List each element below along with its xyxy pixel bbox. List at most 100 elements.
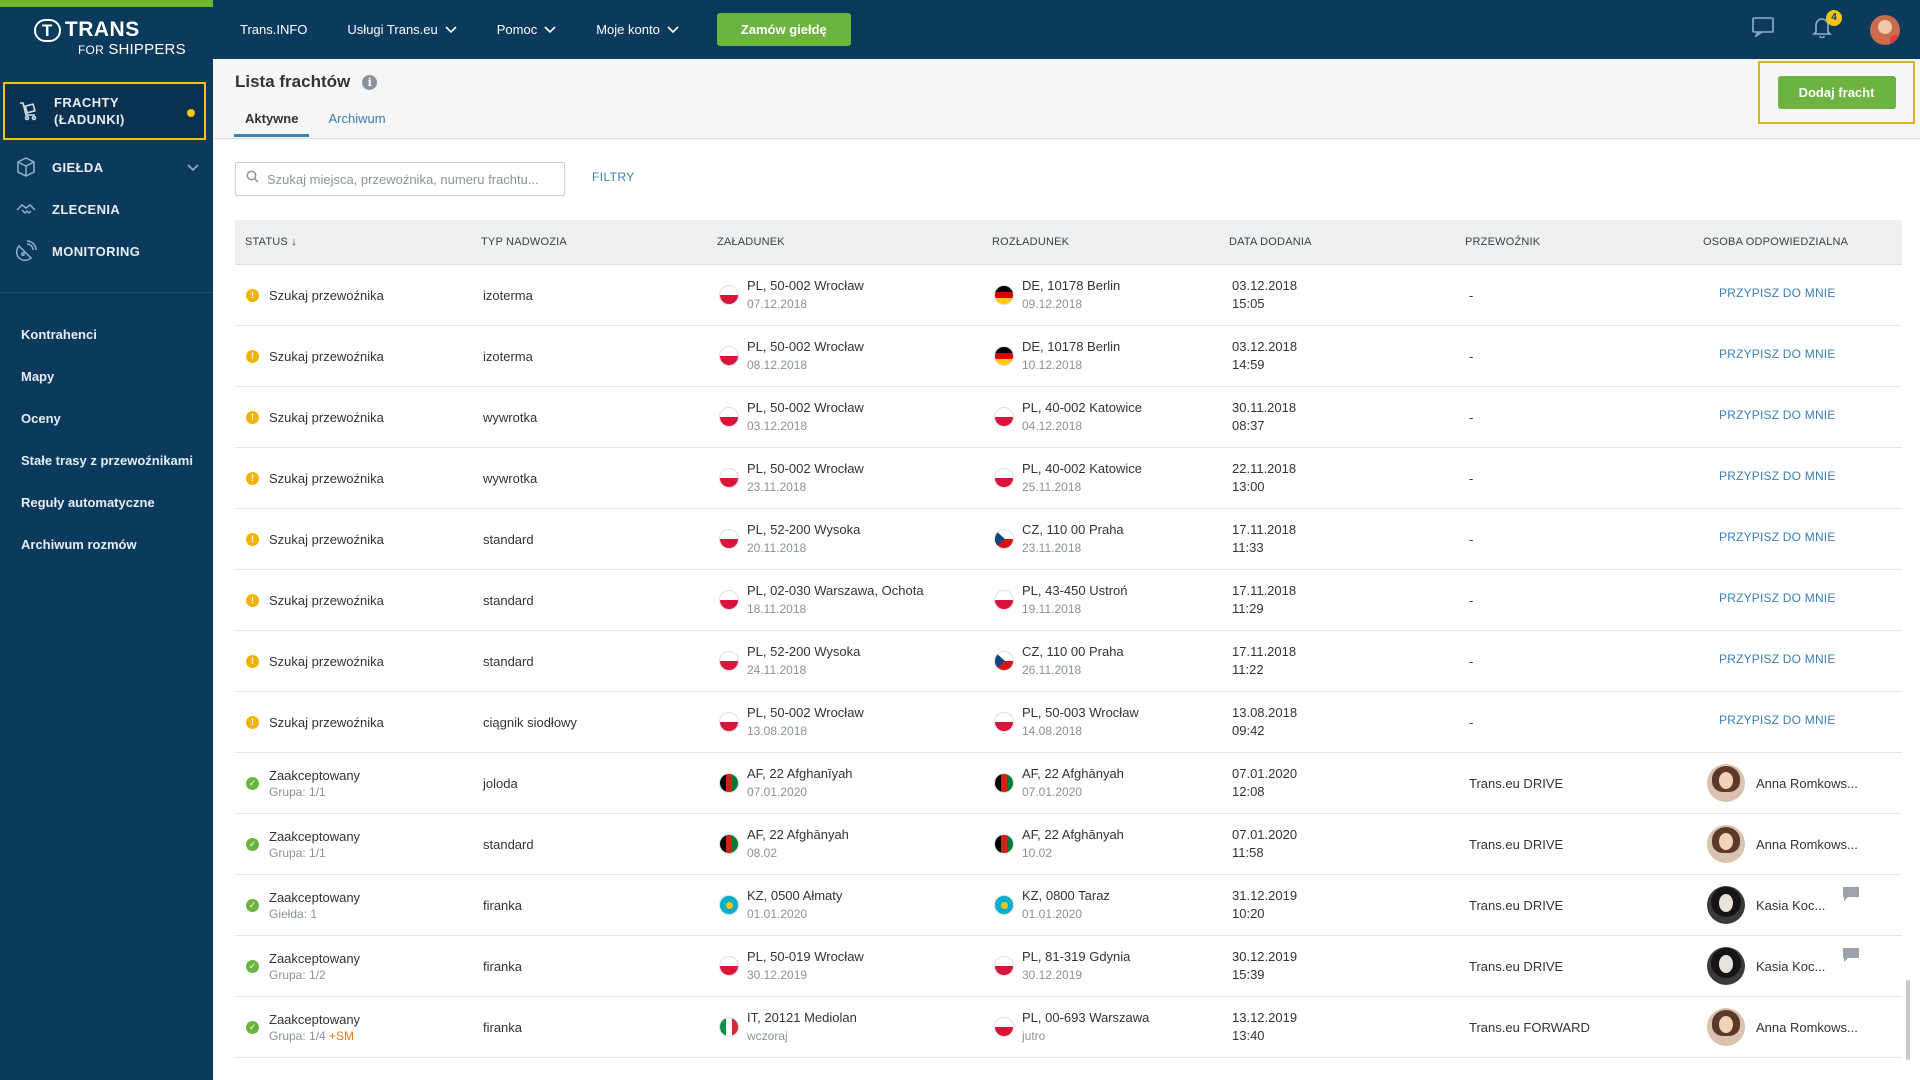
status-text: Szukaj przewoźnika [269,714,384,730]
brand-logo[interactable]: T TRANS FOR SHIPPERS [0,7,213,59]
search-input[interactable] [267,171,557,187]
loading-place: PL, 50-002 Wrocław [747,705,864,720]
assign-to-me-link[interactable]: PRZYPISZ DO MNIE [1719,713,1836,727]
warning-icon: ! [246,593,259,607]
col-status[interactable]: STATUS ↓ [245,236,297,248]
sidebar-item-label: MONITORING [52,243,141,259]
unloading-date: 26.11.2018 [1022,663,1082,677]
table-row[interactable]: ✓ Zaakceptowany Grupa: 1/2 firanka PL, 50-01… [235,936,1902,997]
table-row[interactable]: ! Szukaj przewoźnika standard PL, 52-200 Wy… [235,631,1902,692]
assign-to-me-link[interactable]: PRZYPISZ DO MNIE [1719,347,1836,361]
cell-carrier: - [1469,531,1474,547]
menu-uslugi[interactable]: Usługi Trans.eu [347,22,457,37]
flag-icon [994,712,1014,732]
menu-trans-info[interactable]: Trans.INFO [240,22,307,37]
assign-to-me-link[interactable]: PRZYPISZ DO MNIE [1719,469,1836,483]
added-date: 13.12.2019 [1232,1010,1298,1025]
menu-moje-konto[interactable]: Moje konto [596,22,679,37]
filters-link[interactable]: FILTRY [592,170,635,184]
cell-responsible: PRZYPISZ DO MNIE [1693,408,1902,422]
order-exchange-button[interactable]: Zamów giełdę [716,13,851,46]
table-row[interactable]: ! Szukaj przewoźnika wywrotka PL, 50-002 Wr… [235,448,1902,509]
cell-responsible: Kasia Koc... [1693,947,1902,985]
loading-place: IT, 20121 Mediolan [747,1010,857,1025]
sidebar-item-gielda[interactable]: GIEŁDA [0,146,213,188]
cell-carrier: Trans.eu DRIVE [1469,897,1564,913]
table-row[interactable]: ! Szukaj przewoźnika izoterma PL, 50-002 Wr… [235,265,1902,326]
added-date: 17.11.2018 [1232,583,1297,598]
assign-to-me-link[interactable]: PRZYPISZ DO MNIE [1719,286,1836,300]
sidebar-item-monitoring[interactable]: MONITORING [0,230,213,272]
logo-name: TRANS [64,18,140,41]
menu-pomoc[interactable]: Pomoc [497,22,556,37]
sidebar-item-zlecenia[interactable]: ZLECENIA [0,188,213,230]
added-date: 31.12.2019 [1232,888,1298,903]
assign-to-me-link[interactable]: PRZYPISZ DO MNIE [1719,530,1836,544]
flag-icon [994,590,1014,610]
assign-to-me-link[interactable]: PRZYPISZ DO MNIE [1719,591,1836,605]
sidebar-item-label: ZLECENIA [52,201,121,217]
chat-bubble-icon[interactable] [1842,886,1860,905]
loading-place: PL, 02-030 Warszawa, Ochota [747,583,924,598]
sidebar-item-label: FRACHTY (ŁADUNKI) [54,95,125,127]
tab-archiwum[interactable]: Archiwum [328,111,386,126]
flag-icon [719,468,739,488]
cell-loading: AF, 22 Afghanīyah 07.01.2020 [707,765,982,801]
table-row[interactable]: ✓ Zaakceptowany Giełda: 1 firanka KZ, 0500 A… [235,875,1902,936]
responsible-person[interactable]: Kasia Koc... [1707,947,1902,985]
sidebar-item-reguly[interactable]: Reguły automatyczne [21,494,155,510]
tab-aktywne[interactable]: Aktywne [234,111,310,137]
unloading-place: KZ, 0800 Taraz [1022,888,1110,903]
table-row[interactable]: ! Szukaj przewoźnika standard PL, 52-200 Wy… [235,509,1902,570]
sidebar-item-kontrahenci[interactable]: Kontrahenci [21,326,97,342]
table-row[interactable]: ✓ Zaakceptowany Grupa: 1/4 +SM firanka IT, 2… [235,997,1902,1058]
cell-carrier: - [1469,348,1474,364]
table-row[interactable]: ! Szukaj przewoźnika wywrotka PL, 50-002 Wr… [235,387,1902,448]
cell-loading: PL, 50-019 Wrocław 30.12.2019 [707,948,982,984]
person-avatar [1707,825,1745,863]
sidebar-item-stale-trasy[interactable]: Stałe trasy z przewoźnikami [21,452,193,468]
table-row[interactable]: ! Szukaj przewoźnika ciągnik siodłowy PL, 5… [235,692,1902,753]
messages-icon[interactable] [1752,17,1774,42]
chevron-down-icon [544,22,556,37]
sidebar-item-archiwum-rozmow[interactable]: Archiwum rozmów [21,536,137,552]
added-date: 17.11.2018 [1232,644,1297,659]
table-row[interactable]: ✓ Zaakceptowany Grupa: 1/1 standard AF, 22 A… [235,814,1902,875]
warning-icon: ! [246,288,259,302]
assign-to-me-link[interactable]: PRZYPISZ DO MNIE [1719,408,1836,422]
top-right-actions: 4 [1752,0,1920,59]
added-date: 22.11.2018 [1232,461,1297,476]
flag-icon [719,1017,739,1037]
cell-date-added: 17.11.2018 11:29 [1219,582,1455,618]
cell-loading: IT, 20121 Mediolan wczoraj [707,1009,982,1045]
notifications-bell-icon[interactable]: 4 [1812,10,1842,43]
unloading-place: PL, 81-319 Gdynia [1022,949,1131,964]
responsible-person[interactable]: Anna Romkows... [1707,764,1902,802]
search-box[interactable] [235,162,565,196]
added-time: 13:40 [1232,1028,1265,1043]
flag-icon [719,651,739,671]
chevron-down-icon[interactable] [187,160,199,175]
vertical-scrollbar[interactable] [1906,980,1910,1060]
user-avatar[interactable] [1870,14,1900,45]
table-row[interactable]: ! Szukaj przewoźnika standard PL, 02-030 Wa… [235,570,1902,631]
responsible-person[interactable]: Anna Romkows... [1707,825,1902,863]
sidebar-item-frachty[interactable]: FRACHTY (ŁADUNKI) [3,82,206,140]
cell-status: ✓ Zaakceptowany Grupa: 1/1 [235,829,471,860]
add-freight-button[interactable]: Dodaj fracht [1777,76,1896,109]
flag-icon [994,346,1014,366]
table-row[interactable]: ! Szukaj przewoźnika izoterma PL, 50-002 Wr… [235,326,1902,387]
menu-label: Trans.INFO [240,22,308,37]
cargo-icon [16,99,40,123]
logo-tagline-prefix: FOR [78,43,104,57]
table-row[interactable]: ✓ Zaakceptowany Grupa: 1/1 joloda AF, 22 Afg… [235,753,1902,814]
responsible-person[interactable]: Kasia Koc... [1707,886,1902,924]
sidebar-item-mapy[interactable]: Mapy [21,368,55,384]
info-icon[interactable]: i [362,74,378,90]
loading-place: PL, 50-019 Wrocław [747,949,864,964]
assign-to-me-link[interactable]: PRZYPISZ DO MNIE [1719,652,1836,666]
responsible-person[interactable]: Anna Romkows... [1707,1008,1902,1046]
chat-bubble-icon[interactable] [1842,947,1860,966]
sidebar-item-oceny[interactable]: Oceny [21,410,61,426]
status-text: Szukaj przewoźnika [269,531,384,547]
